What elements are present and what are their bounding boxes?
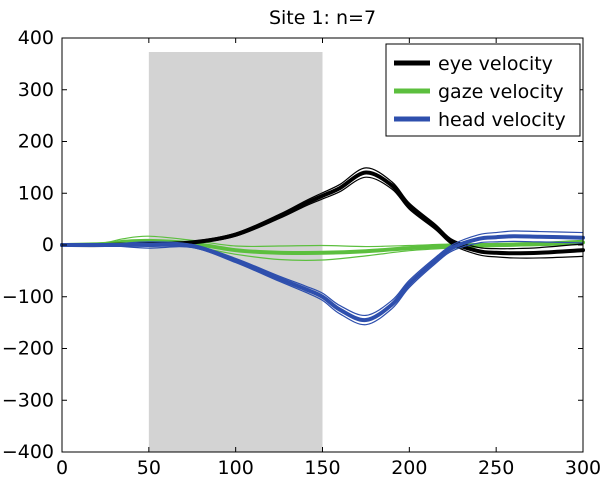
legend-label-eye-velocity: eye velocity bbox=[438, 53, 553, 75]
y-tick-label: 100 bbox=[18, 182, 54, 204]
y-tick-label: −400 bbox=[2, 441, 54, 463]
y-tick-label: −300 bbox=[2, 389, 54, 411]
x-tick-label: 200 bbox=[391, 457, 427, 479]
x-axis-ticks: 0 50 100 150 200 250 300 bbox=[56, 38, 600, 479]
y-tick-label: −100 bbox=[2, 286, 54, 308]
series-eye-velocity bbox=[60, 167, 585, 259]
legend: eye velocity gaze velocity head velocity bbox=[385, 43, 581, 137]
x-tick-label: 150 bbox=[304, 457, 340, 479]
y-tick-label: 300 bbox=[18, 79, 54, 101]
legend-label-head-velocity: head velocity bbox=[438, 109, 566, 131]
chart-title: Site 1: n=7 bbox=[269, 7, 376, 29]
series-head-velocity bbox=[60, 230, 585, 326]
y-tick-label: −200 bbox=[2, 338, 54, 360]
legend-label-gaze-velocity: gaze velocity bbox=[438, 81, 564, 103]
y-axis-ticks: 400 300 200 100 0 −100 −200 −300 −400 bbox=[2, 27, 583, 463]
y-tick-label: 400 bbox=[18, 27, 54, 49]
series-line-head-velocity bbox=[60, 234, 585, 323]
x-tick-label: 300 bbox=[565, 457, 600, 479]
x-tick-label: 100 bbox=[218, 457, 254, 479]
x-tick-label: 250 bbox=[478, 457, 514, 479]
x-tick-label: 50 bbox=[137, 457, 161, 479]
y-tick-label: 0 bbox=[42, 234, 54, 256]
series-line-gaze-velocity bbox=[60, 238, 585, 256]
series-layer bbox=[60, 167, 585, 326]
y-tick-label: 200 bbox=[18, 131, 54, 153]
series-line-eye-velocity bbox=[60, 170, 585, 256]
x-tick-label: 0 bbox=[56, 457, 68, 479]
axes-layer: 0 50 100 150 200 250 300 400 300 200 100 0 −100 −200… bbox=[2, 27, 600, 479]
